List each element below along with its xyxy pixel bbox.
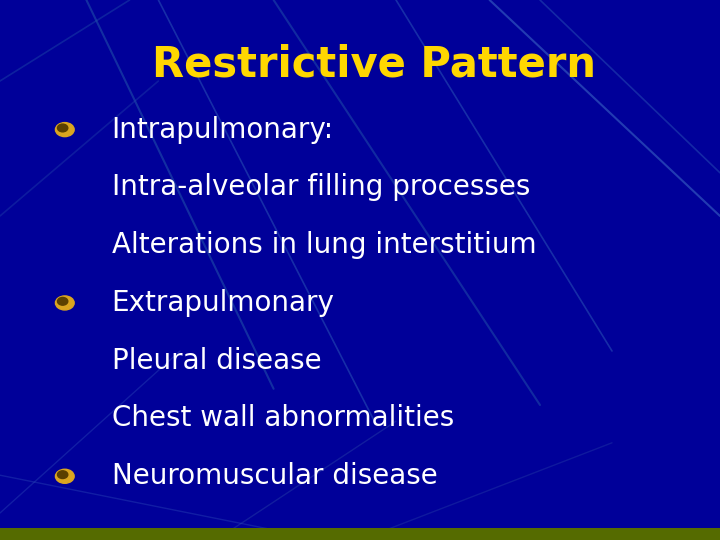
Circle shape [55,123,74,137]
Text: Pleural disease: Pleural disease [112,347,321,375]
Text: Alterations in lung interstitium: Alterations in lung interstitium [112,231,536,259]
Circle shape [55,469,74,483]
Text: Restrictive Pattern: Restrictive Pattern [153,44,596,86]
Circle shape [55,296,74,310]
Bar [0,528,720,540]
Text: Neuromuscular disease: Neuromuscular disease [112,462,437,490]
Text: Extrapulmonary: Extrapulmonary [112,289,335,317]
Circle shape [58,471,68,478]
Text: Intra-alveolar filling processes: Intra-alveolar filling processes [112,173,530,201]
Circle shape [58,124,68,132]
Text: Intrapulmonary:: Intrapulmonary: [112,116,334,144]
Text: Chest wall abnormalities: Chest wall abnormalities [112,404,454,433]
Circle shape [58,298,68,305]
